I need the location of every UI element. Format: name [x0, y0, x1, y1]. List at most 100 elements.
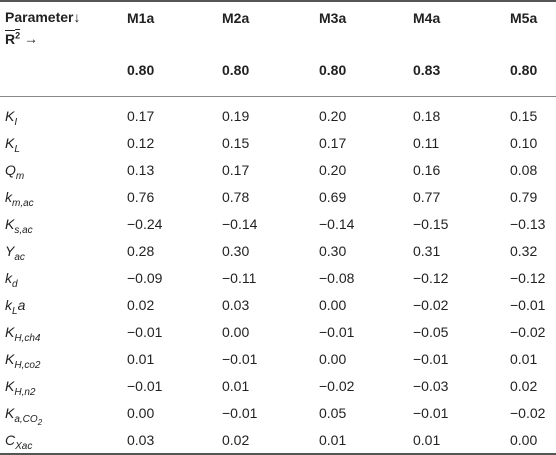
table-row: KH,ch4 −0.01 0.00 −0.01 −0.05 −0.02	[0, 320, 556, 347]
cell-value: −0.15	[413, 216, 449, 232]
cell-value: −0.12	[510, 270, 546, 286]
parameter-name: KL	[5, 135, 20, 155]
cell-value: 0.10	[510, 135, 538, 151]
cell-value: 0.17	[222, 162, 250, 178]
r2-value-m4a: 0.83	[413, 62, 441, 78]
cell-value: 0.00	[319, 297, 347, 313]
model-header-m2a: M2a	[222, 10, 250, 26]
r2-value-m3a: 0.80	[319, 62, 347, 78]
table-row: CXac 0.03 0.02 0.01 0.01 0.00	[0, 428, 556, 455]
cell-value: 0.02	[127, 297, 155, 313]
parameter-name: KI	[5, 108, 18, 128]
cell-value: 0.00	[319, 351, 347, 367]
cell-value: 0.01	[413, 432, 441, 448]
cell-value: 0.11	[413, 135, 440, 151]
table-row: KI 0.17 0.19 0.20 0.18 0.15	[0, 104, 556, 131]
cell-value: 0.00	[222, 324, 250, 340]
r2-arrow: →	[20, 30, 39, 47]
cell-value: −0.01	[413, 405, 449, 421]
cell-value: −0.01	[222, 405, 258, 421]
cell-value: 0.78	[222, 189, 250, 205]
cell-value: −0.05	[413, 324, 449, 340]
parameter-header: Parameter↓ R2 →	[5, 8, 81, 48]
cell-value: −0.13	[510, 216, 546, 232]
cell-value: −0.01	[413, 351, 449, 367]
cell-value: −0.03	[413, 378, 449, 394]
cell-value: 0.32	[510, 243, 538, 259]
cell-value: −0.02	[510, 405, 546, 421]
cell-value: 0.13	[127, 162, 155, 178]
parameter-name: KH,co2	[5, 351, 41, 371]
cell-value: 0.03	[127, 432, 155, 448]
table-row: kd −0.09 −0.11 −0.08 −0.12 −0.12	[0, 266, 556, 293]
cell-value: 0.16	[413, 162, 441, 178]
cell-value: 0.17	[319, 135, 347, 151]
cell-value: 0.15	[510, 108, 538, 124]
parameter-name: KH,ch4	[5, 324, 41, 344]
cell-value: 0.76	[127, 189, 155, 205]
cell-value: 0.79	[510, 189, 538, 205]
cell-value: 0.30	[319, 243, 347, 259]
cell-value: −0.02	[413, 297, 449, 313]
table-row: Ks,ac −0.24 −0.14 −0.14 −0.15 −0.13	[0, 212, 556, 239]
cell-value: −0.09	[127, 270, 163, 286]
cell-value: 0.30	[222, 243, 250, 259]
cell-value: 0.01	[222, 378, 250, 394]
table-row: kLa 0.02 0.03 0.00 −0.02 −0.01	[0, 293, 556, 320]
cell-value: −0.01	[127, 324, 163, 340]
model-header-m3a: M3a	[319, 10, 347, 26]
table-row: km,ac 0.76 0.78 0.69 0.77 0.79	[0, 185, 556, 212]
cell-value: −0.01	[222, 351, 258, 367]
parameter-name: CXac	[5, 432, 33, 452]
cell-value: 0.01	[127, 351, 155, 367]
top-rule	[0, 0, 556, 2]
cell-value: −0.14	[222, 216, 258, 232]
r2-label: R2	[5, 30, 21, 47]
cell-value: −0.11	[222, 270, 257, 286]
cell-value: −0.02	[510, 324, 546, 340]
cell-value: −0.14	[319, 216, 355, 232]
parameter-name: Yac	[5, 243, 25, 263]
cell-value: 0.28	[127, 243, 155, 259]
model-header-m4a: M4a	[413, 10, 441, 26]
table-row: Ka,CO2 0.00 −0.01 0.05 −0.01 −0.02	[0, 401, 556, 428]
r2-value-m1a: 0.80	[127, 62, 155, 78]
cell-value: 0.08	[510, 162, 538, 178]
cell-value: −0.01	[510, 297, 546, 313]
cell-value: −0.01	[127, 378, 163, 394]
cell-value: 0.20	[319, 108, 347, 124]
table-row: Yac 0.28 0.30 0.30 0.31 0.32	[0, 239, 556, 266]
table-row: KL 0.12 0.15 0.17 0.11 0.10	[0, 131, 556, 158]
parameter-name: kLa	[5, 297, 26, 317]
cell-value: 0.20	[319, 162, 347, 178]
cell-value: 0.69	[319, 189, 347, 205]
cell-value: 0.01	[510, 351, 538, 367]
table-body: KI 0.17 0.19 0.20 0.18 0.15 KL 0.12 0.15 0.17 0.11…	[0, 104, 556, 455]
cell-value: 0.01	[319, 432, 347, 448]
parameter-name: Ks,ac	[5, 216, 33, 236]
table-row: KH,n2 −0.01 0.01 −0.02 −0.03 0.02	[0, 374, 556, 401]
cell-value: −0.24	[127, 216, 163, 232]
cell-value: −0.01	[319, 324, 355, 340]
cell-value: 0.12	[127, 135, 155, 151]
cell-value: 0.15	[222, 135, 250, 151]
cell-value: 0.77	[413, 189, 441, 205]
parameter-name: KH,n2	[5, 378, 36, 398]
bottom-rule	[0, 453, 556, 455]
cell-value: −0.08	[319, 270, 355, 286]
cell-value: 0.18	[413, 108, 441, 124]
parameter-name: Ka,CO2	[5, 405, 43, 427]
parameter-name: kd	[5, 270, 18, 290]
r2-value-m2a: 0.80	[222, 62, 250, 78]
cell-value: 0.19	[222, 108, 250, 124]
table-row: Qm 0.13 0.17 0.20 0.16 0.08	[0, 158, 556, 185]
cell-value: 0.05	[319, 405, 347, 421]
r2-value-m5a: 0.80	[510, 62, 538, 78]
parameter-name: Qm	[5, 162, 25, 182]
cell-value: 0.03	[222, 297, 250, 313]
cell-value: 0.02	[222, 432, 250, 448]
header-rule	[0, 96, 556, 97]
cell-value: 0.31	[413, 243, 441, 259]
cell-value: −0.02	[319, 378, 355, 394]
